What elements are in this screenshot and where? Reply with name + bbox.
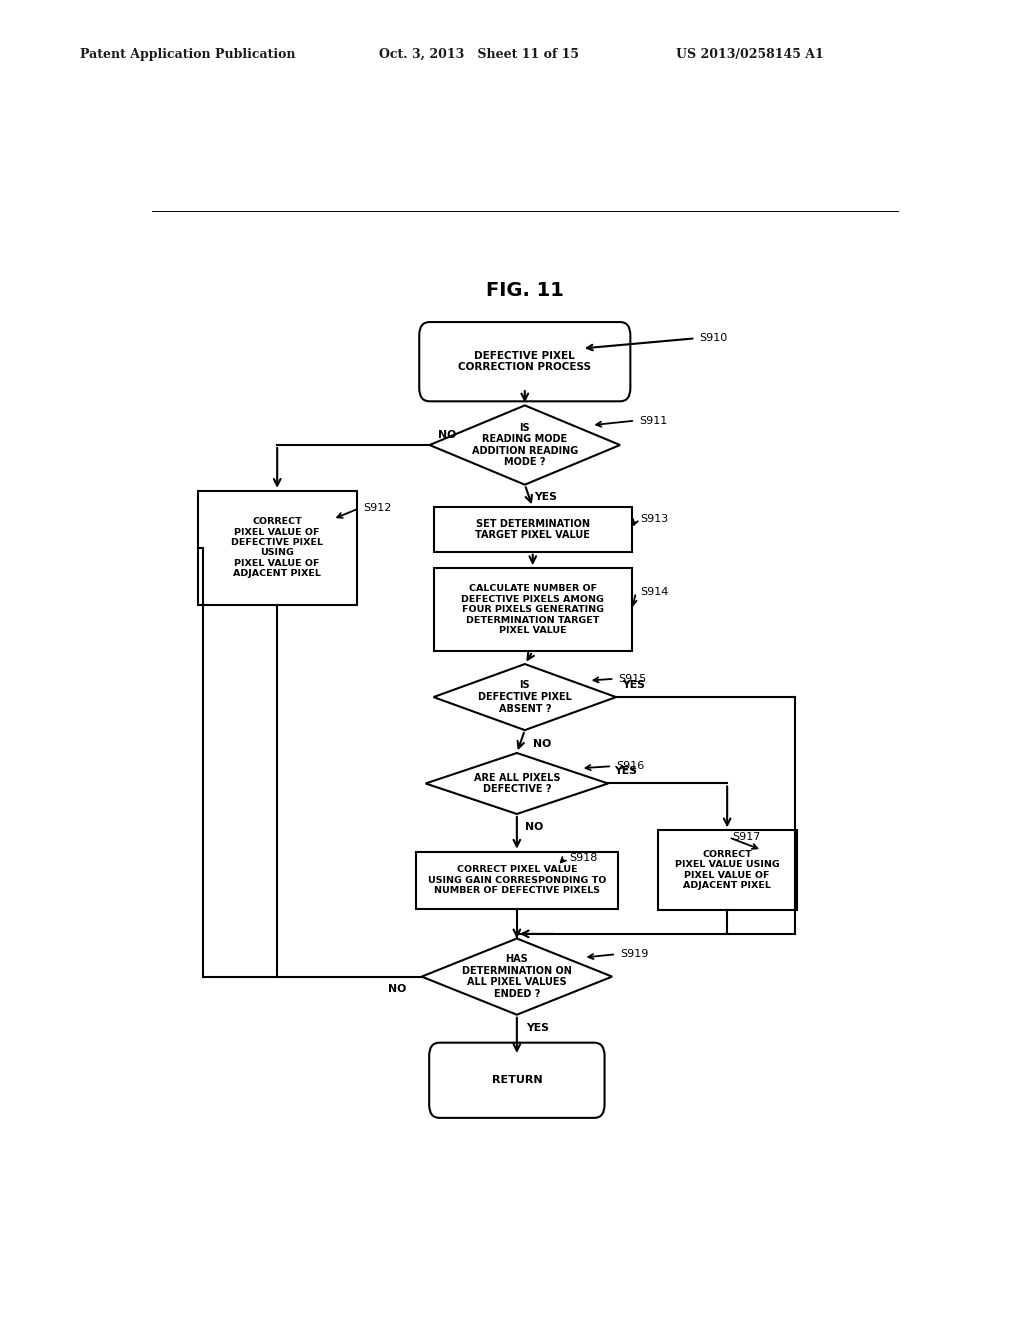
FancyBboxPatch shape bbox=[419, 322, 631, 401]
Bar bbox=[198, 491, 356, 605]
Text: CALCULATE NUMBER OF
DEFECTIVE PIXELS AMONG
FOUR PIXELS GENERATING
DETERMINATION : CALCULATE NUMBER OF DEFECTIVE PIXELS AMO… bbox=[461, 585, 604, 635]
Text: Oct. 3, 2013   Sheet 11 of 15: Oct. 3, 2013 Sheet 11 of 15 bbox=[379, 48, 579, 61]
Text: YES: YES bbox=[623, 680, 645, 690]
Bar bbox=[416, 851, 618, 908]
Text: IS
READING MODE
ADDITION READING
MODE ?: IS READING MODE ADDITION READING MODE ? bbox=[472, 422, 578, 467]
Text: NO: NO bbox=[437, 430, 456, 440]
Text: S911: S911 bbox=[639, 416, 668, 425]
Text: IS
DEFECTIVE PIXEL
ABSENT ?: IS DEFECTIVE PIXEL ABSENT ? bbox=[478, 681, 571, 714]
Bar bbox=[657, 830, 797, 909]
Text: YES: YES bbox=[535, 492, 557, 502]
Text: DEFECTIVE PIXEL
CORRECTION PROCESS: DEFECTIVE PIXEL CORRECTION PROCESS bbox=[459, 351, 591, 372]
Text: US 2013/0258145 A1: US 2013/0258145 A1 bbox=[676, 48, 823, 61]
Text: Patent Application Publication: Patent Application Publication bbox=[80, 48, 295, 61]
Text: S917: S917 bbox=[733, 833, 761, 842]
Text: YES: YES bbox=[614, 767, 637, 776]
Text: SET DETERMINATION
TARGET PIXEL VALUE: SET DETERMINATION TARGET PIXEL VALUE bbox=[475, 519, 590, 540]
FancyBboxPatch shape bbox=[429, 1043, 604, 1118]
Text: S912: S912 bbox=[364, 503, 392, 513]
Text: S910: S910 bbox=[699, 334, 728, 343]
Text: S913: S913 bbox=[640, 515, 668, 524]
Text: NO: NO bbox=[388, 983, 407, 994]
Text: NO: NO bbox=[532, 739, 551, 750]
Polygon shape bbox=[426, 752, 608, 814]
Text: S914: S914 bbox=[640, 587, 669, 598]
Text: S915: S915 bbox=[618, 673, 647, 684]
Text: S918: S918 bbox=[569, 853, 598, 863]
Text: S919: S919 bbox=[620, 949, 648, 960]
Text: YES: YES bbox=[526, 1023, 549, 1034]
Polygon shape bbox=[422, 939, 612, 1015]
Text: RETURN: RETURN bbox=[492, 1076, 542, 1085]
Text: FIG. 11: FIG. 11 bbox=[485, 281, 564, 300]
Text: ARE ALL PIXELS
DEFECTIVE ?: ARE ALL PIXELS DEFECTIVE ? bbox=[474, 772, 560, 795]
Text: S916: S916 bbox=[616, 762, 644, 771]
Bar bbox=[433, 568, 632, 651]
Text: CORRECT PIXEL VALUE
USING GAIN CORRESPONDING TO
NUMBER OF DEFECTIVE PIXELS: CORRECT PIXEL VALUE USING GAIN CORRESPON… bbox=[428, 865, 606, 895]
Text: CORRECT
PIXEL VALUE USING
PIXEL VALUE OF
ADJACENT PIXEL: CORRECT PIXEL VALUE USING PIXEL VALUE OF… bbox=[675, 850, 779, 890]
Text: HAS
DETERMINATION ON
ALL PIXEL VALUES
ENDED ?: HAS DETERMINATION ON ALL PIXEL VALUES EN… bbox=[462, 954, 571, 999]
Text: CORRECT
PIXEL VALUE OF
DEFECTIVE PIXEL
USING
PIXEL VALUE OF
ADJACENT PIXEL: CORRECT PIXEL VALUE OF DEFECTIVE PIXEL U… bbox=[231, 517, 324, 578]
Bar bbox=[433, 507, 632, 552]
Polygon shape bbox=[430, 405, 620, 484]
Text: NO: NO bbox=[524, 822, 543, 832]
Polygon shape bbox=[433, 664, 616, 730]
